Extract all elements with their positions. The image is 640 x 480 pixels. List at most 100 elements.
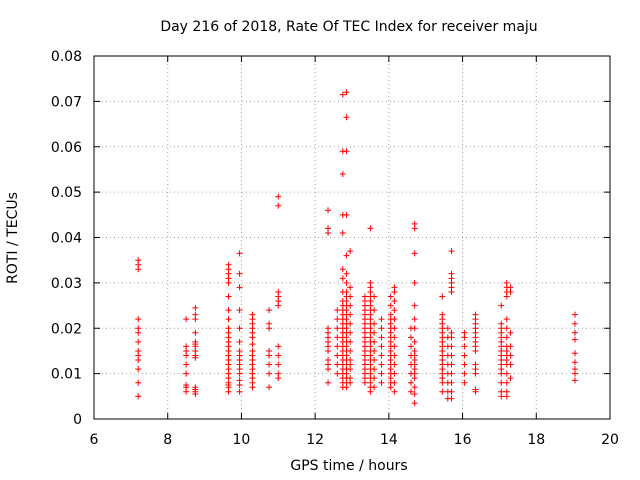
- data-point: [448, 379, 455, 386]
- y-tick-label: 0.01: [51, 367, 82, 383]
- data-point: [343, 89, 350, 96]
- data-point: [472, 311, 479, 318]
- grid-lines: [94, 56, 610, 419]
- data-point: [498, 388, 505, 395]
- data-point: [461, 343, 468, 350]
- data-point: [507, 343, 514, 350]
- data-point: [183, 381, 190, 388]
- data-point: [371, 293, 378, 300]
- data-point: [461, 370, 468, 377]
- data-point: [472, 386, 479, 393]
- data-point: [378, 325, 385, 332]
- data-point: [448, 388, 455, 395]
- data-point: [192, 311, 199, 318]
- y-tick-label: 0.07: [51, 94, 82, 110]
- data-point: [343, 114, 350, 121]
- data-point: [461, 352, 468, 359]
- data-point: [347, 375, 354, 382]
- x-tick-label: 18: [527, 432, 545, 448]
- data-point: [339, 91, 346, 98]
- data-point: [275, 202, 282, 209]
- data-point: [378, 370, 385, 377]
- data-point: [411, 220, 418, 227]
- data-point: [266, 320, 273, 327]
- data-point: [266, 370, 273, 377]
- data-point: [391, 334, 398, 341]
- data-point: [225, 316, 232, 323]
- data-point: [225, 325, 232, 332]
- data-point: [343, 252, 350, 259]
- data-point: [371, 357, 378, 364]
- data-point: [461, 379, 468, 386]
- data-point: [571, 336, 578, 343]
- data-point: [236, 325, 243, 332]
- data-point: [407, 379, 414, 386]
- data-point: [347, 347, 354, 354]
- data-point: [391, 352, 398, 359]
- data-point: [334, 343, 341, 350]
- data-point: [343, 148, 350, 155]
- data-point: [391, 325, 398, 332]
- data-point: [367, 225, 374, 232]
- data-point: [411, 391, 418, 398]
- data-point: [347, 248, 354, 255]
- y-tick-label: 0.08: [51, 49, 82, 65]
- y-tick-label: 0.06: [51, 140, 82, 156]
- data-point: [334, 352, 341, 359]
- data-point: [503, 379, 510, 386]
- data-point: [378, 379, 385, 386]
- chart-title: Day 216 of 2018, Rate Of TEC Index for r…: [160, 19, 537, 35]
- data-point: [503, 316, 510, 323]
- data-point: [571, 359, 578, 366]
- data-point: [361, 293, 368, 300]
- data-point: [367, 279, 374, 286]
- data-point: [325, 325, 332, 332]
- data-point: [391, 379, 398, 386]
- data-point: [371, 347, 378, 354]
- data-point: [371, 329, 378, 336]
- axis-ticks: 6 8 10 12 14 16 18 20 0 0.01 0.02 0.03 0.04 0.05 0.06 0…: [51, 49, 619, 448]
- data-point: [407, 388, 414, 395]
- data-point: [571, 320, 578, 327]
- data-point: [339, 229, 346, 236]
- data-point: [334, 334, 341, 341]
- data-point: [236, 338, 243, 345]
- data-point: [391, 298, 398, 305]
- data-point: [503, 334, 510, 341]
- data-point: [266, 361, 273, 368]
- data-point: [498, 302, 505, 309]
- data-point: [387, 293, 394, 300]
- data-point: [347, 302, 354, 309]
- y-tick-label: 0.04: [51, 231, 82, 247]
- data-point: [378, 352, 385, 359]
- data-point: [448, 395, 455, 402]
- data-point: [183, 343, 190, 350]
- data-point: [444, 325, 451, 332]
- data-point: [343, 270, 350, 277]
- data-point: [135, 379, 142, 386]
- y-tick-label: 0: [73, 412, 82, 428]
- data-point: [498, 320, 505, 327]
- data-point: [339, 275, 346, 282]
- data-point: [371, 366, 378, 373]
- y-tick-label: 0.05: [51, 185, 82, 201]
- data-point: [439, 311, 446, 318]
- data-point: [439, 388, 446, 395]
- data-point: [135, 316, 142, 323]
- data-point: [411, 347, 418, 354]
- data-point: [507, 329, 514, 336]
- x-tick-label: 14: [380, 432, 398, 448]
- data-point: [448, 352, 455, 359]
- data-point: [371, 307, 378, 314]
- data-point: [378, 343, 385, 350]
- data-point: [507, 375, 514, 382]
- data-point: [371, 375, 378, 382]
- data-point: [334, 370, 341, 377]
- data-point: [236, 347, 243, 354]
- data-point: [507, 361, 514, 368]
- data-point: [571, 350, 578, 357]
- data-point: [266, 347, 273, 354]
- data-point: [183, 316, 190, 323]
